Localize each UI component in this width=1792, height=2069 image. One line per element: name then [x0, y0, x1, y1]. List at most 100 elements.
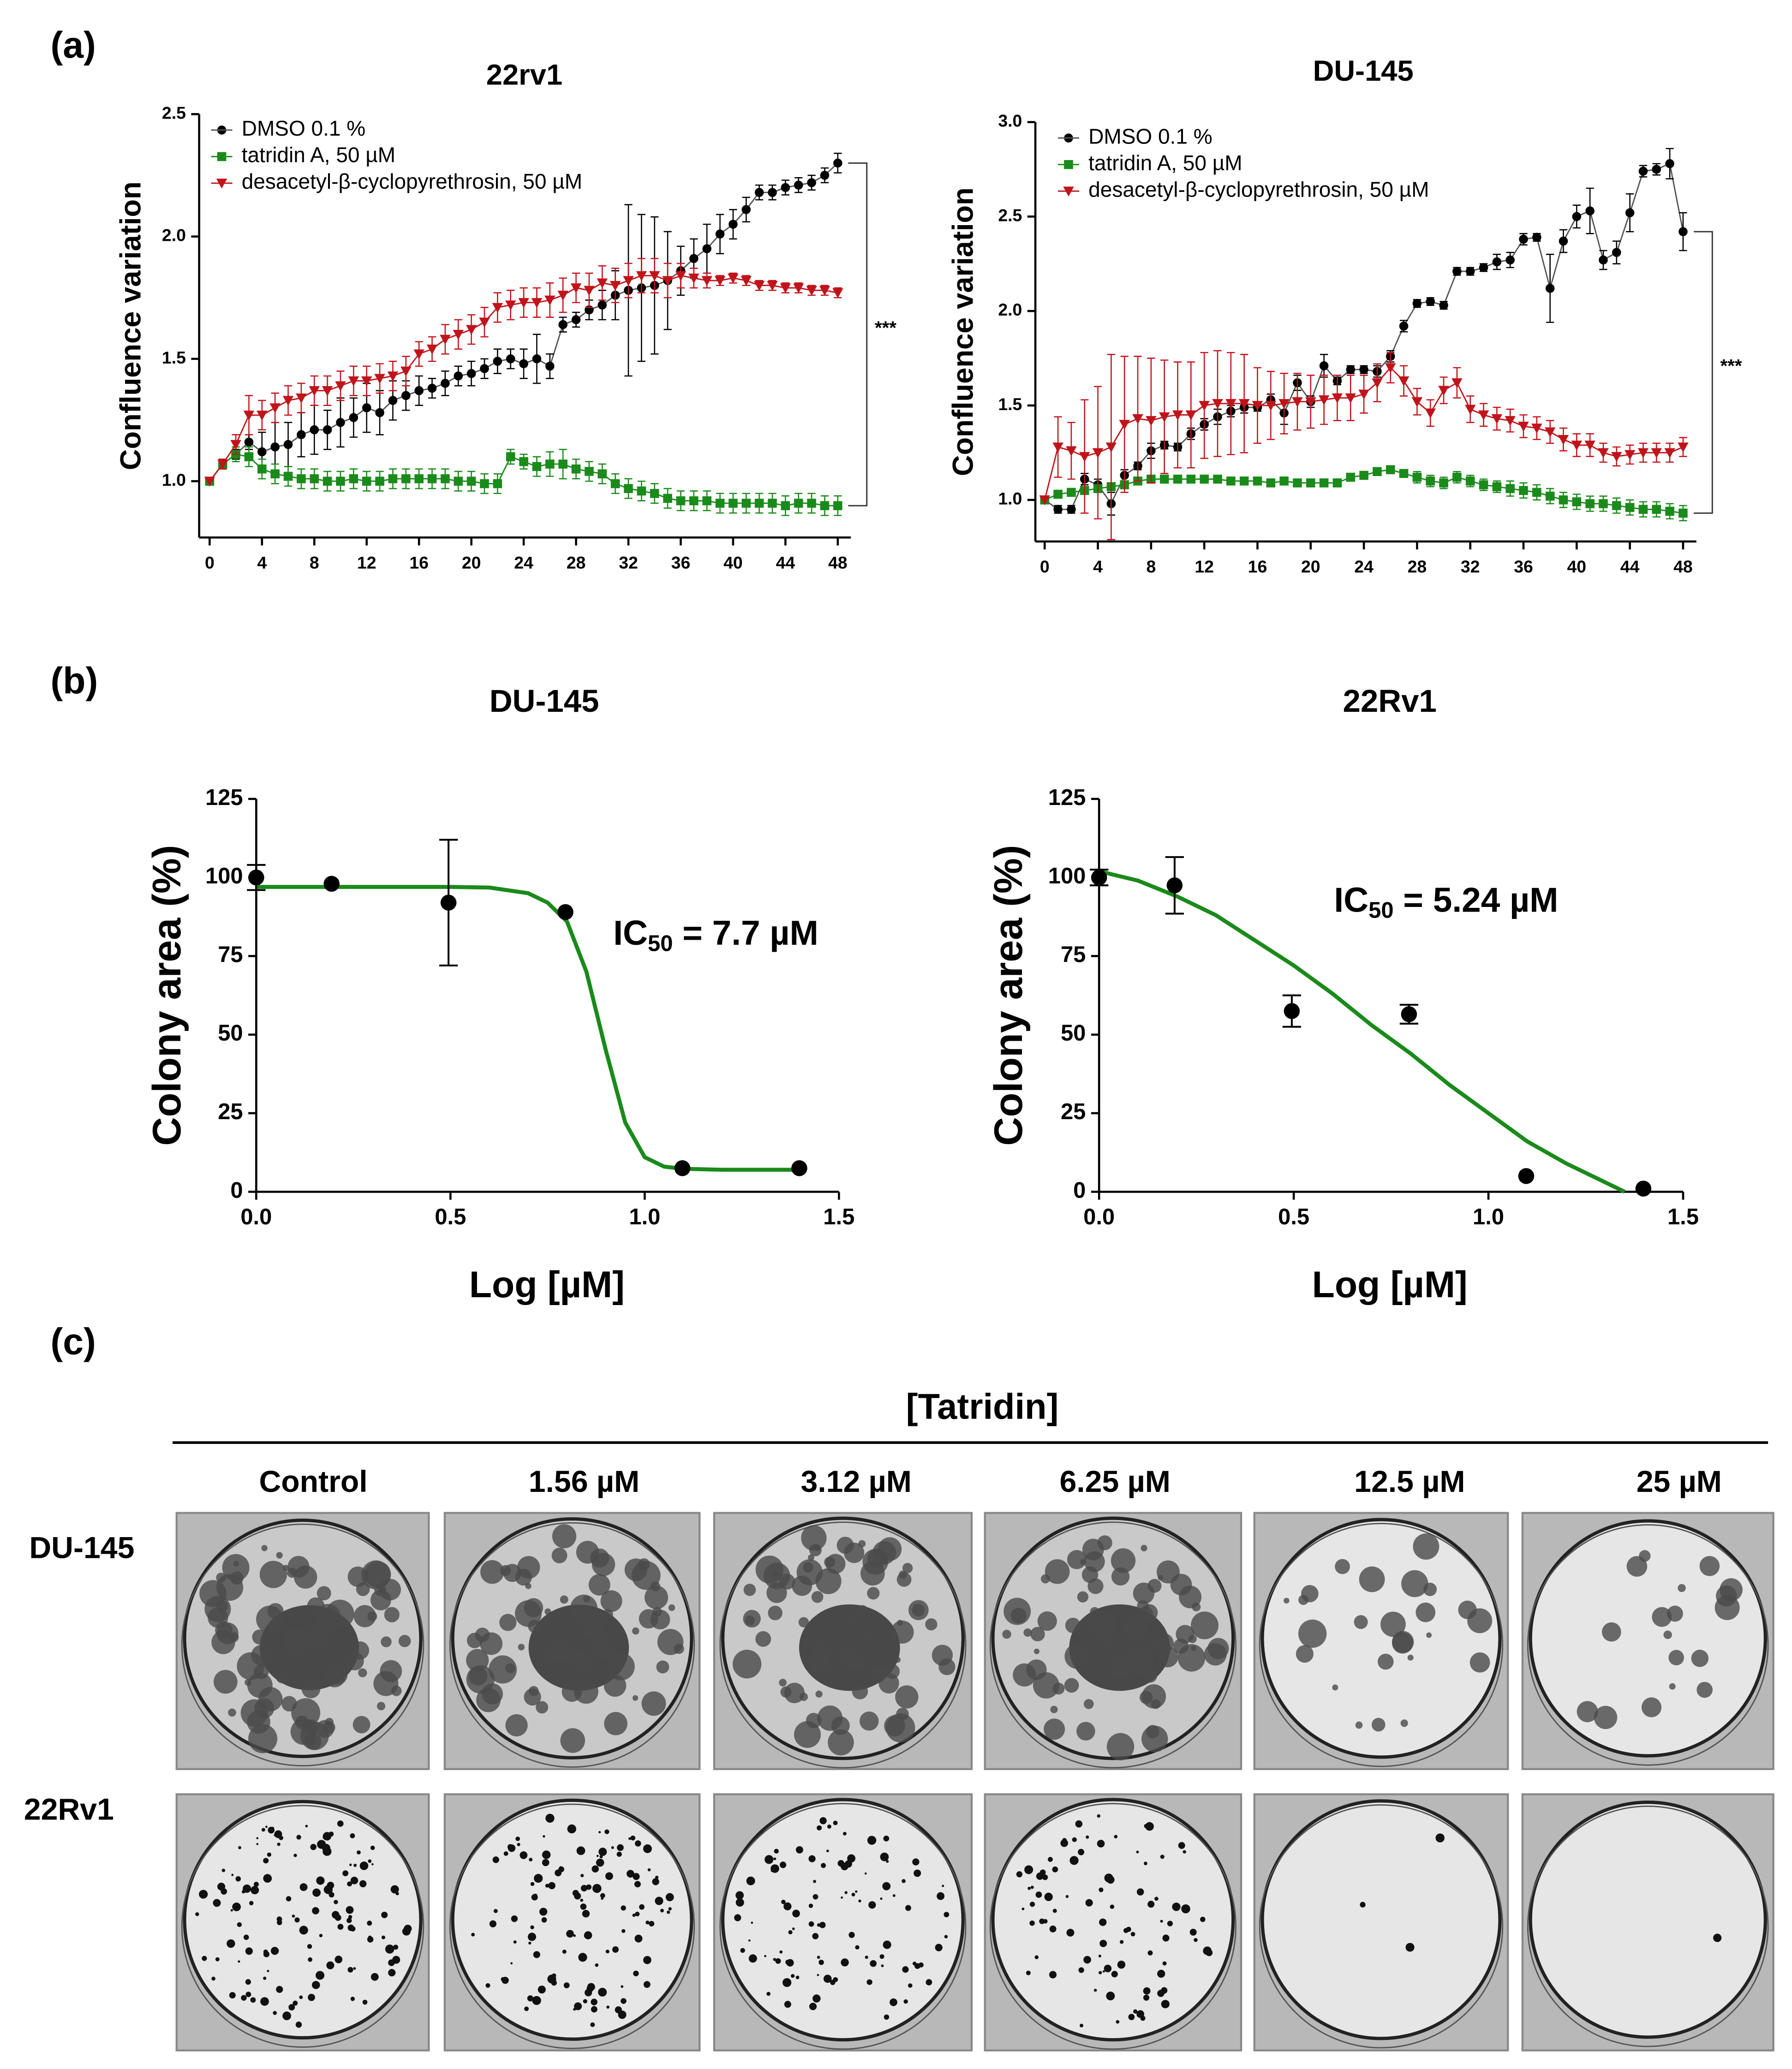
- colony: [902, 1966, 909, 1973]
- colony: [612, 1946, 619, 1953]
- colony: [785, 1959, 791, 1965]
- data-point: [336, 477, 345, 486]
- x-tick-label: 44: [1620, 557, 1640, 576]
- colony: [586, 1884, 591, 1890]
- colony: [1145, 1822, 1154, 1831]
- colony: [267, 1852, 272, 1857]
- colony: [527, 1932, 536, 1941]
- significance-label: ***: [1720, 355, 1742, 376]
- colony: [1067, 1550, 1087, 1569]
- colony: [1667, 1605, 1683, 1622]
- x-tick-label: 1.5: [823, 1204, 854, 1229]
- colony: [1086, 1835, 1089, 1839]
- colony: [818, 1960, 824, 1965]
- colony: [492, 1856, 499, 1863]
- colony: [628, 1837, 631, 1840]
- colony: [307, 1625, 331, 1649]
- well-rim: [1259, 1804, 1504, 2049]
- data-point: [270, 469, 280, 478]
- y-tick-label: 100: [1048, 864, 1086, 888]
- data-point: [1598, 448, 1609, 459]
- colony: [833, 1977, 838, 1982]
- colony: [890, 1998, 897, 2006]
- colony: [311, 1981, 320, 1989]
- colony: [1026, 1659, 1047, 1680]
- well: [721, 1798, 965, 2042]
- colony: [527, 1995, 534, 2002]
- colony: [221, 1868, 226, 1872]
- colony: [1114, 1655, 1123, 1664]
- well: [1529, 1801, 1767, 2039]
- x-tick-label: 12: [1195, 557, 1214, 576]
- colony: [1143, 1994, 1150, 2001]
- colony: [1190, 1611, 1219, 1640]
- colony: [385, 1944, 394, 1954]
- data-point: [1105, 442, 1117, 453]
- colony: [1371, 1717, 1386, 1732]
- data-point: [1199, 401, 1210, 411]
- colony: [230, 1909, 233, 1912]
- data-point: [362, 403, 371, 412]
- colony: [771, 1869, 773, 1872]
- colony: [1143, 1669, 1158, 1683]
- data-point: [427, 474, 437, 483]
- colony: [812, 1994, 821, 2003]
- colony: [267, 1970, 269, 1973]
- colony: [334, 1900, 338, 1904]
- colony: [518, 1644, 525, 1651]
- colony: [570, 1594, 597, 1622]
- colony: [505, 1714, 528, 1737]
- colony: [598, 1848, 607, 1856]
- colony: [548, 1882, 556, 1890]
- data-point: [728, 274, 739, 284]
- colony: [1151, 1699, 1161, 1709]
- colony: [567, 1824, 576, 1834]
- data-point: [754, 188, 764, 197]
- colony: [598, 1988, 607, 1997]
- data-point: [1651, 448, 1662, 459]
- colony: [1078, 1967, 1084, 1973]
- colony: [848, 1616, 859, 1627]
- colony: [1039, 1918, 1045, 1924]
- colony: [774, 1848, 779, 1854]
- colony: [591, 1865, 599, 1873]
- data-point: [1545, 491, 1555, 501]
- colony: [350, 1877, 358, 1884]
- data-point: [454, 477, 463, 486]
- colony: [476, 1687, 501, 1712]
- colony: [228, 1708, 236, 1717]
- data-point: [794, 180, 803, 190]
- well-rim: [719, 1521, 967, 1769]
- colony: [237, 1922, 242, 1927]
- y-tick-label: 125: [205, 785, 243, 810]
- colony: [238, 1846, 241, 1849]
- colony: [534, 1874, 543, 1883]
- data-point: [323, 425, 332, 435]
- colony: [870, 1960, 877, 1967]
- y-axis-label: Colony area (%): [986, 845, 1031, 1146]
- well-rim: [449, 1522, 695, 1768]
- colony: [615, 2006, 622, 2014]
- data-point: [791, 1160, 807, 1176]
- colony: [866, 1628, 876, 1638]
- data-point: [1559, 495, 1568, 505]
- colony: [1034, 1955, 1039, 1959]
- colony: [563, 1982, 570, 1989]
- data-point: [754, 499, 764, 508]
- significance-label: ***: [875, 317, 896, 338]
- data-point: [794, 499, 803, 508]
- data-point: [1399, 469, 1409, 478]
- colony: [270, 1947, 279, 1955]
- colony: [621, 1985, 624, 1988]
- colony: [598, 1831, 601, 1834]
- colony: [651, 1581, 661, 1592]
- colony: [773, 1958, 777, 1961]
- data-point: [440, 894, 457, 911]
- colony: [1594, 1705, 1618, 1729]
- colony: [635, 1840, 641, 1847]
- colony: [1097, 1535, 1112, 1550]
- colony: [881, 1854, 885, 1858]
- colony: [359, 1861, 369, 1870]
- colony: [317, 1586, 331, 1601]
- colony: [643, 1844, 652, 1853]
